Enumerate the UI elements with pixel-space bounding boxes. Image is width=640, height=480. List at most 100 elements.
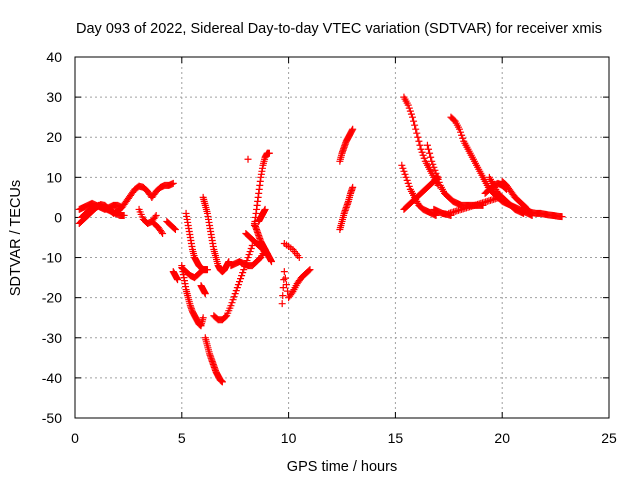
data-point [425,145,433,153]
data-point [232,287,240,295]
series-arc9 [178,262,207,330]
x-tick-label: 15 [388,430,404,446]
data-point [520,209,528,217]
data-point [420,154,428,162]
data-point [280,268,288,276]
data-point [400,167,408,175]
data-point [404,101,412,109]
chart-title: Day 093 of 2022, Sidereal Day-to-day VTE… [76,21,602,37]
y-tick-label: -10 [42,250,62,266]
data-point [431,166,439,174]
data-point [265,149,273,157]
data-point [415,137,423,145]
data-point [407,110,415,118]
data-point [398,161,406,169]
series-arc5 [148,179,177,201]
series-arc32 [445,193,504,217]
data-point [426,149,434,157]
series-arc35 [481,179,510,197]
data-point [159,229,167,237]
data-point [199,314,207,322]
data-point [118,203,126,211]
series-arc21 [244,155,252,163]
data-point [401,170,409,178]
data-point [151,213,159,221]
x-tick-label: 25 [601,430,617,446]
grid [75,57,609,418]
data-point [295,254,303,262]
y-tick-label: -50 [42,410,62,426]
y-tick-label: 0 [54,209,62,225]
data-point [419,151,427,159]
data-point [306,266,314,274]
data-points [75,93,566,386]
data-point [403,176,411,184]
data-point [402,173,410,181]
data-point [434,175,442,183]
data-point [239,269,247,277]
series-arc14 [197,282,209,298]
data-point [288,289,296,297]
data-point [237,275,245,283]
data-point [233,284,241,292]
data-point [238,272,246,280]
series-arc24 [336,125,357,165]
data-point [406,107,414,115]
data-point [433,172,441,180]
data-point [427,153,435,161]
data-point [231,290,239,298]
data-point [170,224,178,232]
data-point [235,278,243,286]
series-arc19 [250,219,276,266]
series-arc20 [255,205,269,225]
data-point [245,251,253,259]
series-arc18 [250,149,273,229]
series-arc36 [524,207,566,221]
data-point [152,211,160,219]
data-point [247,245,255,253]
data-point [416,141,424,149]
data-point [234,281,242,289]
data-point [411,121,419,129]
data-point [174,276,182,284]
y-tick-label: -20 [42,290,62,306]
data-point [558,213,566,221]
data-point [305,267,313,275]
data-point [417,145,425,153]
data-point [278,300,286,308]
y-tick-label: 10 [46,169,62,185]
data-point [199,266,207,274]
series-arc3 [75,199,126,213]
data-point [412,125,420,133]
data-point [246,248,254,256]
y-tick-label: 30 [46,89,62,105]
series-arc16 [227,246,269,270]
data-point [268,258,276,266]
data-point [222,313,230,321]
y-tick-label: -40 [42,370,62,386]
x-tick-label: 20 [494,430,510,446]
data-point [244,155,252,163]
x-tick-label: 10 [281,430,297,446]
data-point [261,205,269,213]
data-point [171,225,179,233]
data-point [413,129,421,137]
data-point [423,141,431,149]
data-point [418,148,426,156]
tick-labels: 0 5 10 15 20 25 -50 -40 -30 -20 -10 0 10 20 30 40 [42,49,617,446]
y-axis-label: SDTVAR / TECUs [8,180,24,296]
data-point [405,104,413,112]
data-point [457,128,465,136]
x-axis-label: GPS time / hours [287,459,397,475]
data-point [410,117,418,125]
data-point [455,125,463,133]
data-point [227,302,235,310]
plot-frame [74,56,610,419]
series-arc28 [400,173,442,213]
data-point [501,184,509,192]
data-point [435,178,443,186]
data-point [458,131,466,139]
data-point [429,160,437,168]
